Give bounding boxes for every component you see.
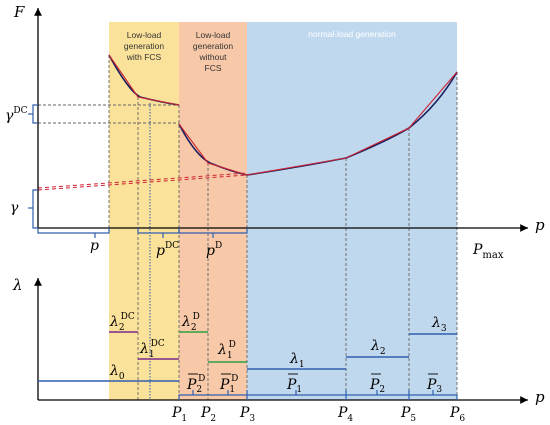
pbar1-d-label: P1D xyxy=(219,374,238,395)
tick-p6: P6 xyxy=(449,405,465,424)
lambda3-label: λ3 xyxy=(431,315,447,334)
tick-p3: P3 xyxy=(239,405,255,424)
region-fcs-label-1: Low-load xyxy=(127,30,162,40)
region-normal xyxy=(247,22,457,400)
region-nofcs-label-1: Low-load xyxy=(196,30,231,40)
lambda1-label: λ1 xyxy=(289,351,305,370)
p-bar-labels: P2D P1D P1 P2 P3 xyxy=(186,373,442,395)
lambda1-dc-label: λ1DC xyxy=(139,339,165,360)
gamma-dc-label: γDC xyxy=(5,106,28,124)
tick-p2: P2 xyxy=(200,405,216,424)
top-x-label: p xyxy=(535,216,545,234)
p-brackets xyxy=(37,228,248,238)
lambda2-dc-label: λ2DC xyxy=(109,312,135,333)
gamma-label: γ xyxy=(10,200,19,216)
p-tick-labels: P1 P2 P3 P4 P5 P6 xyxy=(171,405,465,424)
region-nofcs-label-3: without xyxy=(199,52,228,62)
top-dashed-guides xyxy=(38,55,458,400)
lambda2-label: λ2 xyxy=(370,338,386,357)
p-low-label: p xyxy=(90,238,99,254)
bottom-y-label: λ xyxy=(12,276,23,294)
region-nofcs-label-2: generation xyxy=(193,41,233,51)
p-max-label: Pmax xyxy=(472,242,504,261)
tick-p4: P4 xyxy=(337,405,353,424)
region-fcs xyxy=(109,22,179,400)
p-bar-bracket-line xyxy=(178,394,458,400)
pbar1-label: P1 xyxy=(286,377,302,395)
region-nofcs-label-4: FCS xyxy=(205,63,222,73)
top-y-label: F xyxy=(13,3,25,21)
bottom-x-label: p xyxy=(535,388,545,406)
lambda0-label: λ0 xyxy=(109,363,125,382)
region-fcs-label-2: generation xyxy=(124,41,164,51)
approx-piecewise-low xyxy=(108,54,180,106)
region-fcs-label-3: with FCS xyxy=(126,52,162,62)
p-d-label: pD xyxy=(206,241,222,259)
p-bar-ticks xyxy=(192,390,434,400)
lambda1-d-label: λ1D xyxy=(217,340,236,361)
region-normal-label: normal-load generation xyxy=(308,29,396,39)
tick-p5: P5 xyxy=(400,405,416,424)
lambda2-d-label: λ2D xyxy=(181,312,200,333)
p-dc-label: pDC xyxy=(156,241,179,259)
pbar2-d-label: P2D xyxy=(186,374,205,395)
pbar3-label: P3 xyxy=(426,377,442,395)
approx-piecewise-high xyxy=(178,71,458,176)
pbar2-label: P2 xyxy=(369,377,385,395)
gamma-brackets xyxy=(28,104,38,229)
tick-p1: P1 xyxy=(171,405,187,424)
region-no-fcs xyxy=(179,22,247,400)
lambda-levels xyxy=(38,331,457,382)
